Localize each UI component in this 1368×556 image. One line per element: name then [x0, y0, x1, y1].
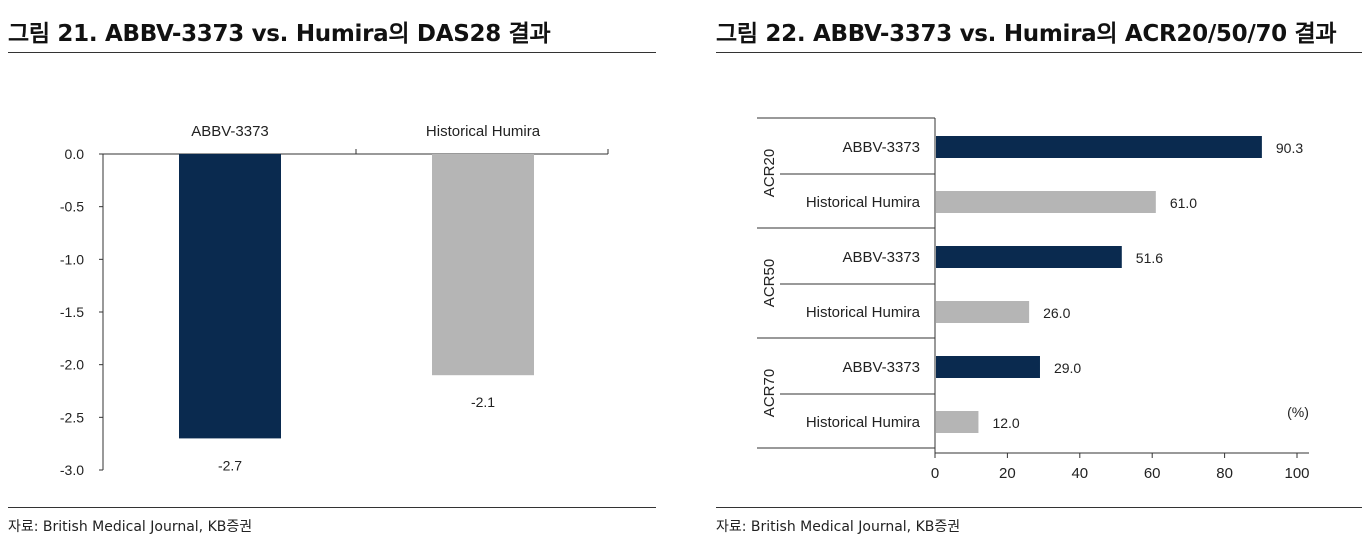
category-label: ABBV-3373	[842, 359, 920, 376]
bar	[936, 136, 1262, 158]
y-tick-label: -1.0	[60, 251, 84, 267]
data-label: 90.3	[1276, 140, 1303, 156]
right-figure-panel: 그림 22. ABBV-3373 vs. Humira의 ACR20/50/70…	[712, 0, 1368, 556]
y-tick-label: -2.5	[60, 409, 84, 425]
bar	[936, 411, 979, 433]
category-label: Historical Humira	[806, 414, 921, 431]
x-tick-label: 100	[1284, 465, 1309, 482]
left-source-note: 자료: British Medical Journal, KB증권	[8, 519, 253, 535]
right-source-note: 자료: British Medical Journal, KB증권	[716, 519, 961, 535]
category-label: ABBV-3373	[842, 139, 920, 156]
data-label: 61.0	[1170, 195, 1197, 211]
left-title-divider	[8, 52, 656, 53]
bar	[432, 154, 534, 376]
bar	[936, 301, 1030, 323]
y-tick-label: 0.0	[65, 146, 85, 162]
das28-bar-chart: 0.0 -0.5 -1.0 -1.5 -2.0 -2.5 -3.0 ABBV-3373 -2.7…	[60, 123, 609, 478]
right-title-divider	[716, 52, 1362, 53]
category-label: Historical Humira	[426, 123, 541, 140]
y-tick-label: -0.5	[60, 199, 84, 215]
category-label: Historical Humira	[806, 304, 921, 321]
right-bottom-divider	[716, 507, 1362, 508]
unit-note: (%)	[1287, 404, 1309, 420]
x-tick-label: 40	[1071, 465, 1088, 482]
data-label: -2.1	[471, 394, 495, 410]
x-tick-label: 80	[1216, 465, 1233, 482]
category-label: ABBV-3373	[842, 249, 920, 266]
bar	[936, 191, 1156, 213]
data-label: 12.0	[992, 415, 1019, 431]
right-figure-title: 그림 22. ABBV-3373 vs. Humira의 ACR20/50/70…	[716, 21, 1337, 47]
x-tick-label: 20	[999, 465, 1016, 482]
bar	[936, 246, 1122, 268]
left-figure-title: 그림 21. ABBV-3373 vs. Humira의 DAS28 결과	[8, 21, 551, 47]
bar	[936, 356, 1040, 378]
x-tick-label: 0	[931, 465, 939, 482]
y-tick-label: -1.5	[60, 304, 84, 320]
acr-response-bar-chart: 0 20 40 60 80 100 ACR20 ABBV-3373 90.3 Historical…	[757, 117, 1310, 482]
group-label: ACR20	[761, 149, 778, 197]
data-label: 51.6	[1136, 250, 1163, 266]
y-tick-label: -2.0	[60, 357, 84, 373]
group-label: ACR70	[761, 369, 778, 417]
group-label: ACR50	[761, 259, 778, 307]
data-label: -2.7	[218, 457, 242, 473]
left-figure-panel: 그림 21. ABBV-3373 vs. Humira의 DAS28 결과 0.…	[0, 0, 660, 556]
left-bottom-divider	[8, 507, 656, 508]
y-tick-label: -3.0	[60, 462, 84, 478]
category-label: ABBV-3373	[191, 123, 269, 140]
category-label: Historical Humira	[806, 194, 921, 211]
data-label: 26.0	[1043, 305, 1070, 321]
bar	[179, 154, 281, 439]
data-label: 29.0	[1054, 360, 1081, 376]
x-tick-label: 60	[1144, 465, 1161, 482]
